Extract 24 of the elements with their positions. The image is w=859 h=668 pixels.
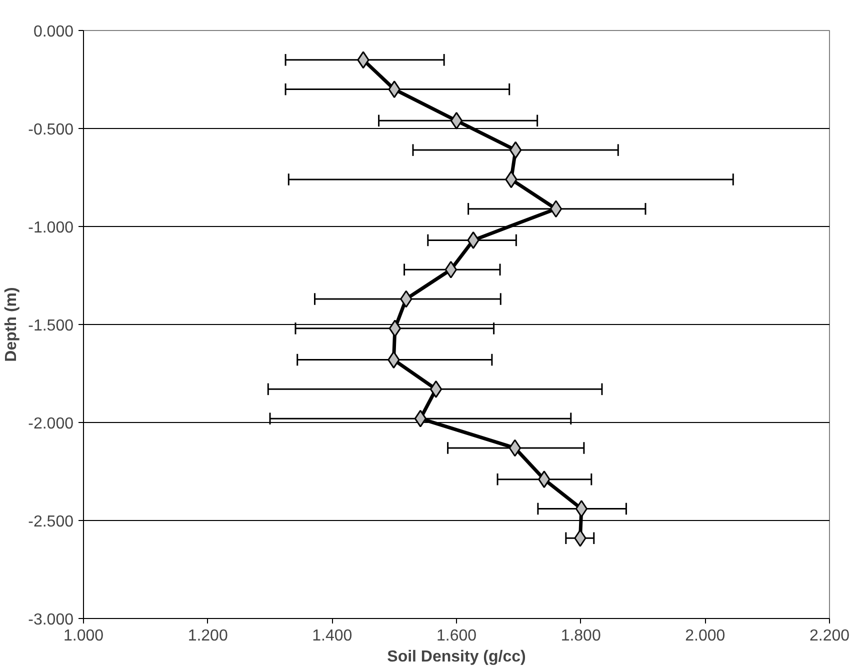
point [430,380,442,398]
y-tick-label: 0.000 [33,24,74,40]
x-tick-label: 1.000 [63,628,104,644]
point [550,200,562,218]
point [450,112,463,130]
point [509,141,522,159]
y-tick-label: -1.500 [28,318,74,334]
y-tick-label: -1.000 [28,220,74,236]
x-tick-label: 1.200 [188,628,228,644]
y-tick-label: -3.000 [28,612,74,628]
x-tick-label: 2.000 [685,628,726,644]
y-tick-label: -2.500 [28,514,74,530]
point [414,410,427,428]
point [575,500,588,518]
y-axis-title: Depth (m) [3,287,20,362]
x-axis-title: Soil Density (g/cc) [387,648,526,666]
point [388,320,402,338]
x-tick-label: 1.800 [560,628,601,644]
x-tick-label: 1.400 [312,628,352,644]
point [508,439,522,457]
x-tick-label: 2.200 [809,628,850,644]
x-tick-label: 1.600 [436,628,477,644]
y-tick-label: -0.500 [28,122,74,138]
y-tick-label: -2.000 [28,416,74,432]
